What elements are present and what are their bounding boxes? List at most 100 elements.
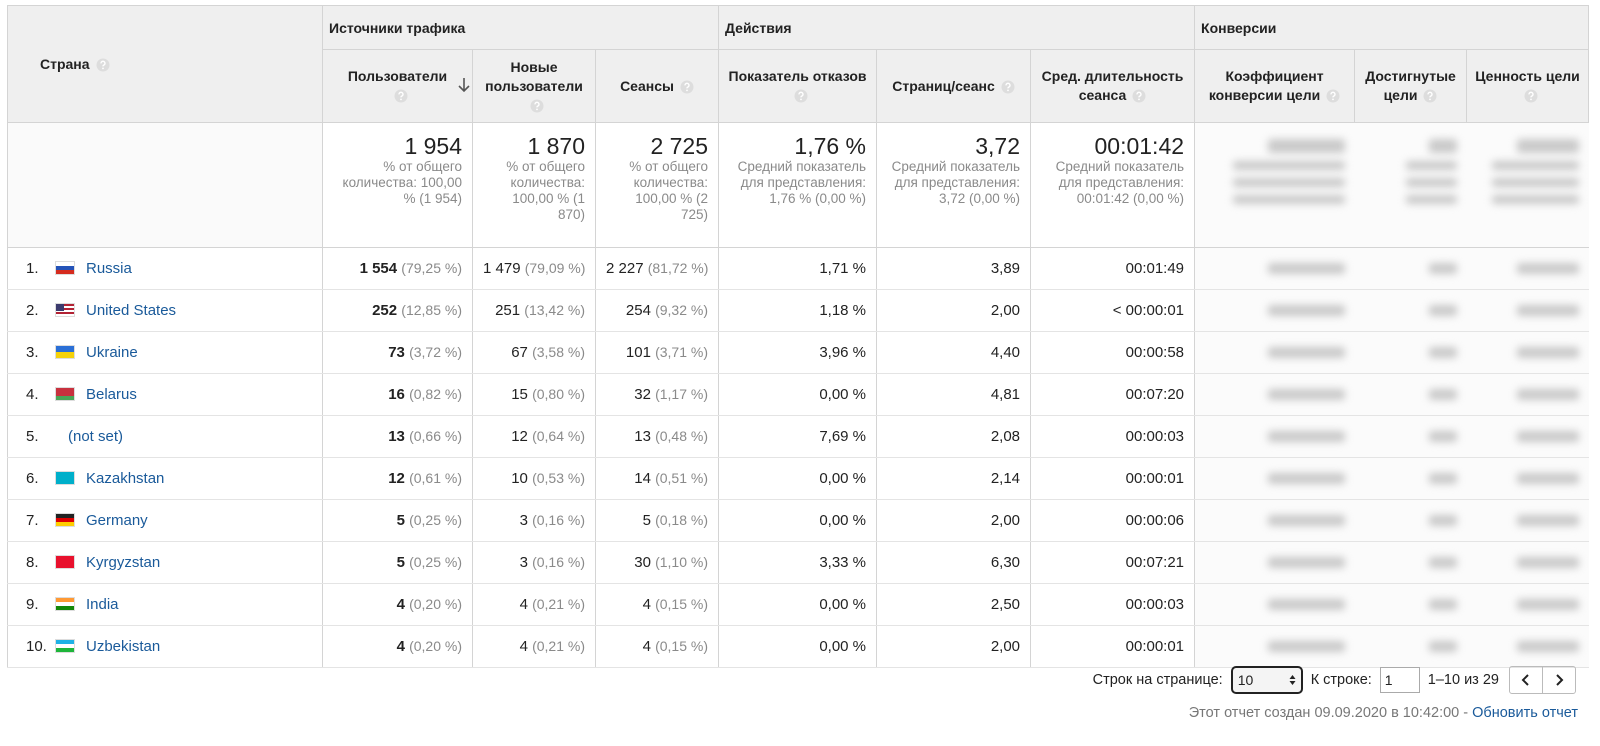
country-link[interactable]: India: [86, 596, 119, 613]
new_users-value: 67: [511, 344, 528, 361]
help-icon[interactable]: [1132, 89, 1146, 103]
rows-select[interactable]: 10: [1230, 666, 1303, 694]
help-icon[interactable]: [530, 99, 544, 113]
users-cell: 4 (0,20 %): [322, 625, 473, 668]
new_users-value: 1 479: [483, 260, 521, 277]
new_users-value: 3: [519, 554, 528, 571]
refresh-link[interactable]: Обновить отчет: [1472, 705, 1578, 721]
blurred-cell: [1194, 122, 1355, 248]
select-arrows: [1289, 675, 1296, 685]
data-row: 8. Kyrgyzstan 5 (0,25 %) 3 (0,16 %) 30 (1,10…: [7, 541, 1589, 584]
help-icon[interactable]: [1423, 89, 1437, 103]
users-cell: 16 (0,82 %): [322, 373, 473, 416]
new_users-share: (0,16 %): [532, 512, 585, 528]
country-link[interactable]: Kazakhstan: [86, 470, 165, 487]
bounce-rate-cell: 1,71 %: [718, 247, 878, 290]
column-header[interactable]: Пользователи: [322, 49, 473, 123]
country-link[interactable]: Germany: [86, 512, 148, 529]
column-header-label: Пользователи: [347, 68, 448, 84]
pages-per-session-cell: 3,89: [876, 247, 1032, 290]
column-header[interactable]: Сред. длительность сеанса: [1030, 49, 1196, 123]
country-link[interactable]: Kyrgyzstan: [86, 554, 161, 571]
country-link[interactable]: Ukraine: [86, 344, 138, 361]
blurred-block: [1267, 431, 1345, 442]
column-header-wrap: Коэффициент конверсии цели: [1201, 67, 1348, 105]
sessions-cell: 32 (1,17 %): [594, 373, 720, 416]
help-icon[interactable]: [96, 58, 110, 72]
new_users-cell: 10 (0,53 %): [472, 457, 596, 500]
new_users-share: (0,16 %): [532, 554, 585, 570]
column-header[interactable]: Ценность цели: [1466, 49, 1590, 123]
users-share: (0,20 %): [409, 596, 462, 612]
blurred-cell: [1354, 331, 1467, 374]
bounce-rate-cell: 1,18 %: [718, 289, 878, 332]
column-header-wrap: Показатель отказов: [725, 67, 870, 105]
users-value: 1 554: [359, 260, 398, 277]
help-icon[interactable]: [1326, 89, 1340, 103]
country-link[interactable]: Belarus: [86, 386, 137, 403]
next-button[interactable]: [1542, 667, 1575, 693]
column-header[interactable]: Показатель отказов: [718, 49, 878, 123]
column-header[interactable]: Коэффициент конверсии цели: [1194, 49, 1356, 123]
new_users-cell: 3 (0,16 %): [472, 499, 596, 542]
blurred-cell: [1466, 457, 1589, 500]
blurred-cell: [1466, 625, 1589, 668]
blurred-block: [1428, 599, 1457, 610]
users-share: (0,25 %): [409, 512, 462, 528]
help-icon[interactable]: [794, 89, 808, 103]
totals-cell: 00:01:42 Средний показатель для представл…: [1030, 122, 1196, 248]
data-row: 5. (not set) 13 (0,66 %) 12 (0,64 %) 13 (0,4…: [7, 415, 1589, 458]
totals-cell: 2 725% от общего количества: 100,00 % (2…: [594, 122, 720, 248]
column-header[interactable]: Сеансы: [594, 49, 720, 123]
sessions-value: 101: [625, 344, 651, 361]
blurred-block: [1232, 178, 1345, 187]
totals-note: % от общего количества: 100,00 % (1 870): [506, 159, 585, 222]
column-header[interactable]: Новые пользователи: [472, 49, 596, 123]
help-icon[interactable]: [680, 80, 694, 94]
totals-note: Средний показатель для представления: 3,…: [891, 159, 1021, 206]
totals-cell: 1 954% от общего количества: 100,00 % (1…: [322, 122, 473, 248]
column-header[interactable]: Достигнутые цели: [1354, 49, 1468, 123]
users-cell: 4 (0,20 %): [322, 583, 473, 626]
country-link[interactable]: Russia: [86, 260, 132, 277]
help-icon[interactable]: [394, 89, 408, 103]
blurred-cell: [1194, 625, 1355, 668]
sessions-share: (0,51 %): [655, 470, 709, 486]
blurred-block: [1267, 599, 1345, 610]
bounce-rate-cell: 3,33 %: [718, 541, 878, 584]
sessions-share: (3,71 %): [655, 344, 709, 360]
flag: [56, 304, 74, 316]
flag: [56, 514, 74, 526]
help-icon[interactable]: [1001, 80, 1015, 94]
group-header: Источники трафика: [321, 5, 720, 50]
sessions-share: (0,18 %): [655, 512, 709, 528]
bounce-rate-cell: 7,69 %: [718, 415, 878, 458]
duration-cell: 00:01:49: [1030, 247, 1196, 290]
prev-button[interactable]: [1510, 667, 1542, 693]
column-header[interactable]: Страниц/сеанс: [876, 49, 1032, 123]
blurred-block: [1428, 263, 1457, 274]
totals-value: 1,76 %: [794, 133, 867, 159]
new_users-cell: 67 (3,58 %): [472, 331, 596, 374]
subheader-row: Пользователи Новые пользователи Сеансы Пока…: [8, 49, 1590, 123]
blurred-block: [1428, 305, 1457, 316]
country-cell: 6. Kazakhstan: [7, 457, 323, 500]
blurred-block: [1267, 473, 1345, 484]
country-link[interactable]: Uzbekistan: [86, 638, 161, 655]
country-link[interactable]: (not set): [68, 428, 124, 445]
sessions-cell: 30 (1,10 %): [594, 541, 720, 584]
blurred-block: [1517, 641, 1579, 652]
country-link[interactable]: United States: [86, 302, 177, 319]
sessions-share: (0,48 %): [655, 428, 709, 444]
help-icon[interactable]: [1524, 89, 1538, 103]
flag: [56, 472, 74, 484]
blurred-block: [1517, 473, 1579, 484]
column-header-wrap: Страниц/сеанс: [883, 77, 1024, 96]
users-share: (12,85 %): [401, 302, 462, 318]
column-header-label: Страниц/сеанс: [892, 77, 995, 94]
goto-input[interactable]: 1: [1379, 667, 1420, 693]
blurred-cell: [1194, 541, 1355, 584]
report-table: Страна Источники трафика Действия Конверсии…: [7, 5, 1590, 668]
totals-value: 3,72: [975, 133, 1021, 159]
pages-per-session-cell: 2,08: [876, 415, 1032, 458]
